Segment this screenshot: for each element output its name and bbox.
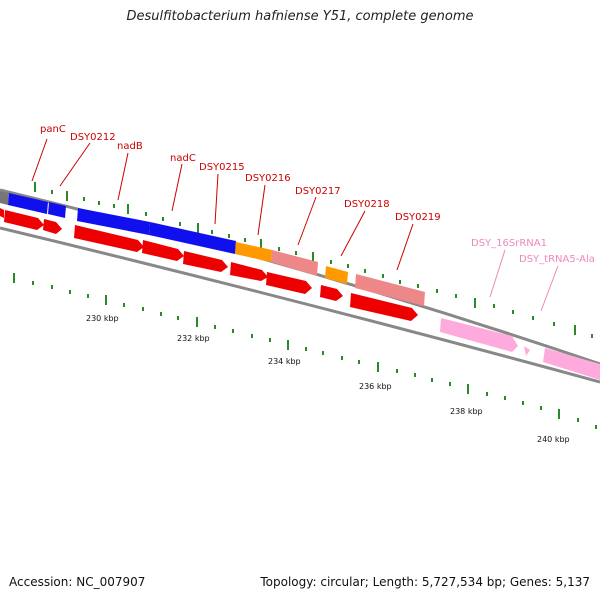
callout-line [396,223,414,271]
scale-label: 234 kbp [268,357,301,366]
map-title: Desulfitobacterium hafniense Y51, comple… [126,9,474,24]
gene-label-panC: panC [40,124,66,135]
gene-arrow [4,210,44,230]
gene-arrow [0,208,4,218]
gene-track-upper [0,191,600,380]
gene-label-nadC: nadC [170,153,196,164]
callout-line [214,173,219,225]
gene-arrow [43,219,62,234]
gene-DSY0216 [271,250,318,276]
callout-line [257,184,266,236]
callout-line [59,142,91,187]
summary-text: Topology: circular; Length: 5,727,534 bp… [260,575,590,589]
callout-line [297,196,317,246]
scale-label: 230 kbp [86,314,119,323]
scale-label: 232 kbp [177,334,210,343]
gene-label-DSY_16SrRNA1: DSY_16SrRNA1 [471,238,547,249]
callout-line [31,138,48,182]
callout-line [540,265,559,312]
callout-line [489,249,506,298]
gene-label-DSY0216: DSY0216 [245,173,291,184]
outer-ticks [34,182,593,338]
gene-label-DSY0212: DSY0212 [70,132,116,143]
gene-label-DSY0217: DSY0217 [295,186,341,197]
callout-line [171,163,183,212]
gene-DSY_tRNA5-Ala [543,348,600,380]
gene-nadC [149,222,236,254]
scale-label: 236 kbp [359,382,392,391]
gene-label-nadB: nadB [117,141,143,152]
gene-arrow [320,285,343,301]
gene-DSY_16SrRNA1 [440,318,518,352]
gene-grey-stub [0,191,9,205]
accession-text: Accession: NC_007907 [9,575,146,589]
gene-DSY0217 [325,266,348,284]
gene-panC [8,193,48,214]
gene-label-DSY0219: DSY0219 [395,212,441,223]
gene-arrow [74,225,144,252]
gene-DSY_tRNA5-Ala-small [524,346,530,356]
gene-arrow [350,293,418,321]
scale-label: 240 kbp [537,435,570,444]
gene-track-lower [0,208,418,321]
scale-label: 238 kbp [450,407,483,416]
gene-DSY0218 [355,274,425,306]
callout-line [117,152,129,201]
gene-nadB [77,208,150,235]
gene-DSY0215 [235,242,272,262]
gene-label-DSY0215: DSY0215 [199,162,245,173]
gene-arrow [183,251,228,272]
scale-labels: 230 kbp 232 kbp 234 kbp 236 kbp 238 kbp 240 k… [86,314,570,444]
gene-arrow [230,262,268,281]
gene-DSY0212 [48,202,66,218]
gene-label-DSY_tRNA5-Ala: DSY_tRNA5-Ala [519,254,595,265]
inner-ticks [13,273,597,429]
gene-arrow [266,272,312,294]
gene-label-DSY0218: DSY0218 [344,199,390,210]
gene-arrow [142,240,184,261]
callout-line [340,210,366,257]
